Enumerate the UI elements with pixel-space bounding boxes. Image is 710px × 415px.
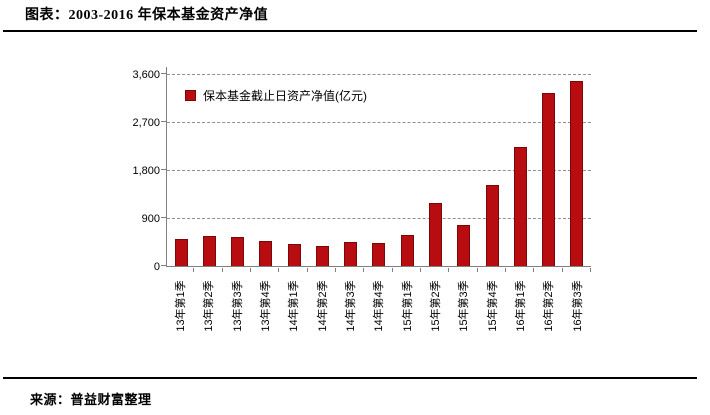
gridline xyxy=(167,74,591,75)
gridline xyxy=(167,122,591,123)
bar-13年第2季 xyxy=(202,236,216,266)
y-axis-label: 2,700 xyxy=(132,117,160,129)
y-tick-mark xyxy=(161,217,167,218)
gridline xyxy=(167,218,591,219)
bar-cell xyxy=(308,246,336,266)
x-axis-label: 16年第1季 xyxy=(515,280,528,332)
x-tick-cell xyxy=(449,268,478,272)
bar-16年第3季 xyxy=(570,80,584,266)
legend-label: 保本基金截止日资产净值(亿元) xyxy=(203,89,367,103)
y-axis-label: 1,800 xyxy=(132,165,160,177)
y-tick-mark xyxy=(161,121,167,122)
x-tick-cell xyxy=(478,268,506,272)
bar-cell xyxy=(365,243,393,266)
bar-cell xyxy=(167,238,195,266)
x-axis-ticks xyxy=(166,268,591,272)
x-tick-cell xyxy=(194,268,223,272)
bar-14年第4季 xyxy=(372,243,386,266)
y-tick-mark xyxy=(161,169,167,170)
x-axis-label: 16年第3季 xyxy=(571,280,584,332)
y-axis-label: 0 xyxy=(153,261,160,273)
x-tick-cell xyxy=(534,268,563,272)
bar-14年第3季 xyxy=(344,242,358,266)
bar-cell xyxy=(393,234,421,266)
bar-13年第3季 xyxy=(231,237,245,266)
x-axis-label: 14年第1季 xyxy=(288,280,301,332)
x-tick-cell xyxy=(393,268,421,272)
bar-cell xyxy=(563,80,591,266)
x-tick-cell xyxy=(364,268,393,272)
legend: 保本基金截止日资产净值(亿元) xyxy=(185,87,367,104)
bar-cell xyxy=(506,146,534,266)
x-tick-cell xyxy=(251,268,280,272)
x-axis-label: 14年第4季 xyxy=(373,280,386,332)
source-note: 来源：普益财富整理 xyxy=(30,392,152,407)
x-tick-cell xyxy=(223,268,251,272)
bar-15年第4季 xyxy=(485,185,499,266)
x-axis-label: 15年第3季 xyxy=(458,280,471,332)
bar-cell xyxy=(450,224,478,266)
bar-cell xyxy=(421,202,449,266)
bar-cell xyxy=(252,240,280,266)
x-tick-cell xyxy=(563,268,591,272)
x-axis-labels: 13年第1季 13年第2季 13年第3季 13年第4季 14年第1季 14年第2季 14年第… xyxy=(166,273,591,339)
y-axis-labels: 0 900 1,800 2,700 3,600 xyxy=(100,67,160,273)
x-tick-cell xyxy=(421,268,450,272)
bar-15年第2季 xyxy=(429,202,443,266)
plot-area: 保本基金截止日资产净值(亿元) xyxy=(161,66,591,267)
bar-14年第1季 xyxy=(287,243,301,266)
y-tick-mark xyxy=(161,265,167,266)
bar-cell xyxy=(280,243,308,266)
bar-13年第1季 xyxy=(174,238,188,266)
x-axis-label: 13年第2季 xyxy=(203,280,216,332)
bar-cell xyxy=(224,237,252,266)
bar-16年第2季 xyxy=(542,92,556,266)
x-axis-label: 15年第2季 xyxy=(430,280,443,332)
gridline xyxy=(167,170,591,171)
y-tick-mark xyxy=(161,73,167,74)
x-axis-label: 13年第4季 xyxy=(260,280,273,332)
x-tick-cell xyxy=(308,268,336,272)
bar-cell xyxy=(478,185,506,266)
x-axis-label: 14年第3季 xyxy=(345,280,358,332)
bar-16年第1季 xyxy=(513,146,527,266)
title-divider xyxy=(3,30,697,32)
x-axis-label: 15年第4季 xyxy=(486,280,499,332)
x-tick-cell xyxy=(279,268,308,272)
x-axis-label: 15年第1季 xyxy=(401,280,414,332)
bar-cell xyxy=(534,92,562,266)
figure-title: 图表：2003-2016 年保本基金资产净值 xyxy=(25,8,269,23)
legend-marker xyxy=(185,90,196,101)
x-axis-label: 13年第1季 xyxy=(175,280,188,332)
x-tick-cell xyxy=(506,268,535,272)
y-axis-label: 900 xyxy=(141,213,160,225)
bar-14年第2季 xyxy=(315,246,329,266)
x-tick-cell xyxy=(336,268,365,272)
bar-15年第3季 xyxy=(457,224,471,266)
footer-divider xyxy=(3,377,697,379)
bar-cell xyxy=(337,242,365,266)
bar-15年第1季 xyxy=(400,234,414,266)
bars xyxy=(167,66,591,266)
bar-cell xyxy=(195,236,223,266)
x-axis-label: 14年第2季 xyxy=(316,280,329,332)
y-axis-label: 3,600 xyxy=(132,69,160,81)
x-tick-cell xyxy=(166,268,195,272)
x-axis-label: 16年第2季 xyxy=(543,280,556,332)
x-axis-label: 13年第3季 xyxy=(231,280,244,332)
bar-13年第4季 xyxy=(259,240,273,266)
